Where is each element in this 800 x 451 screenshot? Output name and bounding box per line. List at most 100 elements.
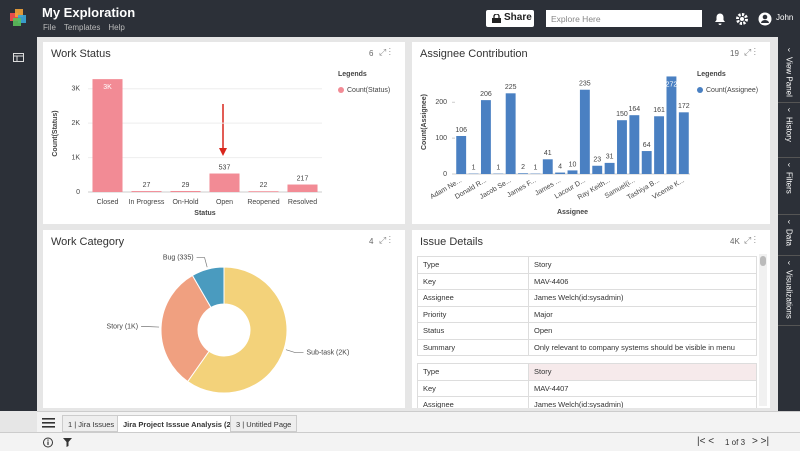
records: Type Story Key MAV-4406 Assignee James Welch(…	[417, 256, 759, 408]
field-name: Type	[417, 256, 529, 274]
field-value: James Welch(id:sysadmin)	[528, 396, 757, 408]
record-row: Type Story	[417, 256, 757, 274]
field-name: Assignee	[417, 396, 529, 408]
y-tick-label: 1K	[71, 154, 80, 161]
value-label: 23	[593, 157, 601, 164]
value-label: 217	[297, 175, 309, 182]
tab[interactable]: 3 | Untitled Page	[230, 415, 298, 432]
right-sidebar: ‹ View Panel ‹ History ‹ Filters ‹ Data ‹ Visuali…	[778, 37, 800, 411]
record-table: Type Story Key MAV-4407 Assignee James Welch(…	[417, 363, 757, 408]
tab-name: Jira Project Isssue Analysis (2)	[123, 420, 234, 429]
donut-slice	[160, 274, 212, 383]
side-tab[interactable]: ‹ History	[778, 105, 800, 158]
legend-swatch	[697, 87, 703, 93]
y-axis-title: Count(Assignee)	[421, 94, 428, 150]
slice-label: Story (1K)	[107, 323, 139, 330]
share-button[interactable]: Share	[486, 10, 534, 27]
widget-title: Assignee Contribution	[420, 48, 528, 60]
app-title: My Exploration	[42, 5, 136, 20]
pager-prev[interactable]: |< <	[697, 436, 715, 447]
chart: Sub-task (2K) Story (1K) Bug (335)	[107, 254, 349, 394]
panel-icon[interactable]	[13, 53, 24, 62]
side-tab[interactable]: ‹ Filters	[778, 160, 800, 215]
side-tab[interactable]: ‹ Visualizations	[778, 258, 800, 326]
bar	[592, 165, 603, 174]
value-label: 31	[606, 154, 614, 161]
y-tick-label: 100	[435, 135, 447, 142]
footer-icons[interactable]	[43, 437, 83, 448]
tab-number: 3	[236, 420, 241, 429]
chevron: ‹	[787, 160, 791, 169]
value-label: 10	[569, 161, 577, 168]
tab-name: Jira Issues	[78, 420, 115, 429]
bar	[287, 184, 318, 192]
assignee-widget: Assignee Contribution 19 ⤢ ⋮ 0 100 200 106 A…	[412, 42, 770, 224]
chevron: ‹	[787, 217, 791, 226]
record-row: Key MAV-4407	[417, 379, 757, 397]
legend-label: Count(Status)	[347, 87, 390, 94]
work-status-widget: Work Status 6 ⤢ ⋮ 0 1K 2K 3K 3K Closed 27 In Pr…	[43, 42, 405, 224]
value-label: 164	[628, 106, 640, 113]
bar	[678, 112, 689, 174]
footer: |< < 1 of 3 > >|	[0, 432, 800, 451]
search-input[interactable]: Explore Here	[546, 10, 702, 27]
value-label: 1	[496, 164, 500, 171]
menu-item[interactable]: Help	[108, 23, 125, 32]
widget-title: Issue Details	[420, 236, 483, 248]
bar	[617, 120, 627, 174]
pager-next[interactable]: > >|	[752, 436, 770, 447]
share-label: Share	[504, 12, 532, 23]
x-axis-title: Status	[194, 210, 216, 217]
logo	[10, 9, 26, 26]
slice-label: Sub-task (2K)	[306, 350, 349, 357]
bar	[456, 135, 467, 174]
tab-name: Untitled Page	[246, 420, 292, 429]
leader-line	[196, 257, 208, 268]
side-tab[interactable]: ‹ View Panel	[778, 45, 800, 103]
widget-icons[interactable]: ⤢ ⋮	[744, 235, 756, 245]
bar	[542, 159, 553, 174]
tab-bar: 1 | Jira Issues Jira Project Isssue Anal…	[37, 411, 800, 432]
field-value: Only relevant to company systems should …	[528, 338, 757, 356]
field-value: MAV-4407	[528, 379, 757, 397]
record-row: Summary Only relevant to company systems …	[417, 338, 757, 356]
widget-title: Work Category	[51, 236, 125, 248]
record-row: Assignee James Welch(id:sysadmin)	[417, 289, 757, 307]
tab-active[interactable]: Jira Project Isssue Analysis (2)	[117, 415, 240, 432]
bell-icon[interactable]	[715, 13, 725, 26]
header: My Exploration File Templates Help Share…	[0, 0, 800, 37]
legend-label: Count(Assignee)	[706, 87, 758, 94]
bar	[629, 115, 640, 174]
x-tick-label: Resolved	[288, 199, 317, 206]
record-row: Priority Major	[417, 305, 757, 323]
scrollbar[interactable]	[759, 254, 767, 406]
widget-title: Work Status	[51, 48, 111, 60]
field-value: Major	[528, 305, 757, 323]
y-tick-label: 2K	[71, 120, 80, 127]
legend-title: Legends	[697, 71, 726, 78]
tab-number: 1	[68, 420, 73, 429]
gear-icon[interactable]	[736, 13, 748, 25]
field-value: Story	[528, 256, 757, 274]
value-label: 150	[616, 111, 628, 118]
field-name: Priority	[417, 305, 529, 323]
value-label: 29	[182, 182, 190, 189]
menu-item[interactable]: File	[43, 23, 56, 32]
menu-icon[interactable]	[42, 418, 55, 428]
widget-icons[interactable]: ⤢ ⋮	[744, 47, 756, 57]
side-tab[interactable]: ‹ Data	[778, 217, 800, 256]
y-axis-title: Count(Status)	[52, 110, 59, 156]
chevron: ‹	[787, 258, 791, 267]
widget-icons[interactable]: ⤢ ⋮	[379, 235, 391, 245]
x-tick-label: Closed	[97, 199, 119, 206]
value-label: 64	[643, 142, 651, 149]
record-table: Type Story Key MAV-4406 Assignee James Welch(…	[417, 256, 757, 356]
menu-item[interactable]: Templates	[63, 23, 101, 32]
value-label: 172	[678, 103, 690, 110]
widget-icons[interactable]: ⤢ ⋮	[379, 47, 391, 57]
widget-count: 4	[369, 237, 374, 246]
tab[interactable]: 1 | Jira Issues	[62, 415, 121, 432]
value-label: 537	[219, 164, 231, 171]
record-row: Type Story	[417, 363, 757, 381]
